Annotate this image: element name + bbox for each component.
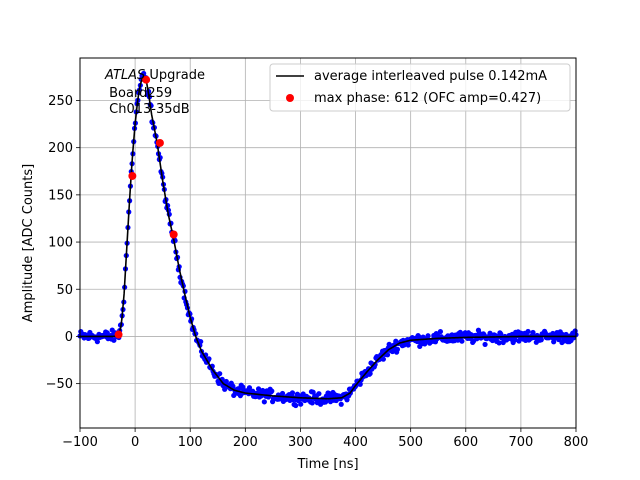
sample-point <box>357 381 363 387</box>
max-phase-point <box>114 330 123 339</box>
sample-point <box>487 330 493 336</box>
annotation-atlas: ATLAS <box>104 68 145 83</box>
average-pulse-line <box>80 75 576 400</box>
sample-point <box>525 328 531 335</box>
sample-point <box>217 371 223 377</box>
y-axis-label: Amplitude [ADC Counts] <box>21 164 36 322</box>
legend-box <box>269 63 571 112</box>
max-phase-points <box>114 75 178 339</box>
x-tick-label: 700 <box>508 435 533 450</box>
sample-point <box>344 397 350 403</box>
y-axis-ticks: −50 0 50 100 150 200 250 <box>46 94 80 392</box>
sample-point <box>496 340 502 346</box>
sample-point <box>316 391 322 397</box>
sample-point <box>459 338 465 344</box>
legend: average interleaved pulse 0.142mA max ph… <box>269 63 571 112</box>
y-tick-label: 100 <box>48 236 73 251</box>
sample-point <box>310 389 316 395</box>
sample-point <box>380 356 386 362</box>
x-tick-label: 100 <box>178 435 203 450</box>
sample-point <box>530 329 536 336</box>
sample-point <box>405 342 411 348</box>
x-tick-label: 600 <box>453 435 478 450</box>
sample-point <box>246 385 253 391</box>
sample-point <box>482 341 488 348</box>
max-phase-point <box>155 138 164 147</box>
y-tick-label: 250 <box>48 94 73 109</box>
sample-point <box>298 401 304 407</box>
sample-point <box>512 337 518 343</box>
annotation-line-3: Ch013-35dB <box>105 102 190 117</box>
y-tick-label: 0 <box>65 330 73 345</box>
sample-point <box>198 338 204 345</box>
y-tick-label: −50 <box>46 377 73 392</box>
max-phase-point <box>169 230 178 239</box>
sample-point <box>367 370 373 377</box>
average-pulse-line-layer <box>80 75 576 400</box>
sample-point <box>293 402 299 409</box>
annotation-line-1: ATLAS Upgrade <box>104 68 205 83</box>
annotation-line-2: Board259 <box>105 86 172 101</box>
max-phase-point <box>128 171 137 180</box>
sample-point <box>289 390 296 396</box>
sample-point <box>538 337 544 343</box>
y-tick-label: 200 <box>48 141 73 156</box>
plot-frame <box>79 57 577 429</box>
x-tick-label: 800 <box>564 435 589 450</box>
sample-point <box>425 333 431 339</box>
sample-point <box>394 346 401 352</box>
x-tick-label: −100 <box>62 435 98 450</box>
max-phase-point <box>142 75 151 84</box>
sample-point <box>111 337 117 343</box>
sample-point <box>516 338 522 344</box>
x-axis-ticks: −100 0 100 200 300 400 500 600 700 800 <box>62 428 588 450</box>
x-tick-label: 300 <box>288 435 313 450</box>
sample-point <box>279 390 286 397</box>
legend-marker-swatch <box>286 94 294 102</box>
y-tick-label: 50 <box>56 283 73 298</box>
sample-point <box>261 399 267 405</box>
x-axis-label: Time [ns] <box>296 457 358 472</box>
sample-point <box>384 352 391 358</box>
sample-point <box>322 399 329 405</box>
y-tick-label: 150 <box>48 188 73 203</box>
sample-point <box>309 400 315 406</box>
atlas-annotation: ATLAS Upgrade Board259 Ch013-35dB <box>104 68 205 117</box>
x-tick-label: 200 <box>233 435 258 450</box>
x-tick-label: 0 <box>131 435 139 450</box>
sample-point <box>338 401 344 407</box>
x-tick-label: 400 <box>343 435 368 450</box>
x-tick-label: 500 <box>398 435 423 450</box>
sample-point <box>94 339 100 345</box>
sample-point <box>269 388 275 394</box>
legend-label-average-pulse: average interleaved pulse 0.142mA <box>314 69 547 84</box>
legend-label-max-phase: max phase: 612 (OFC amp=0.427) <box>314 91 541 106</box>
sample-point <box>437 328 444 335</box>
annotation-upgrade: Upgrade <box>145 68 205 83</box>
